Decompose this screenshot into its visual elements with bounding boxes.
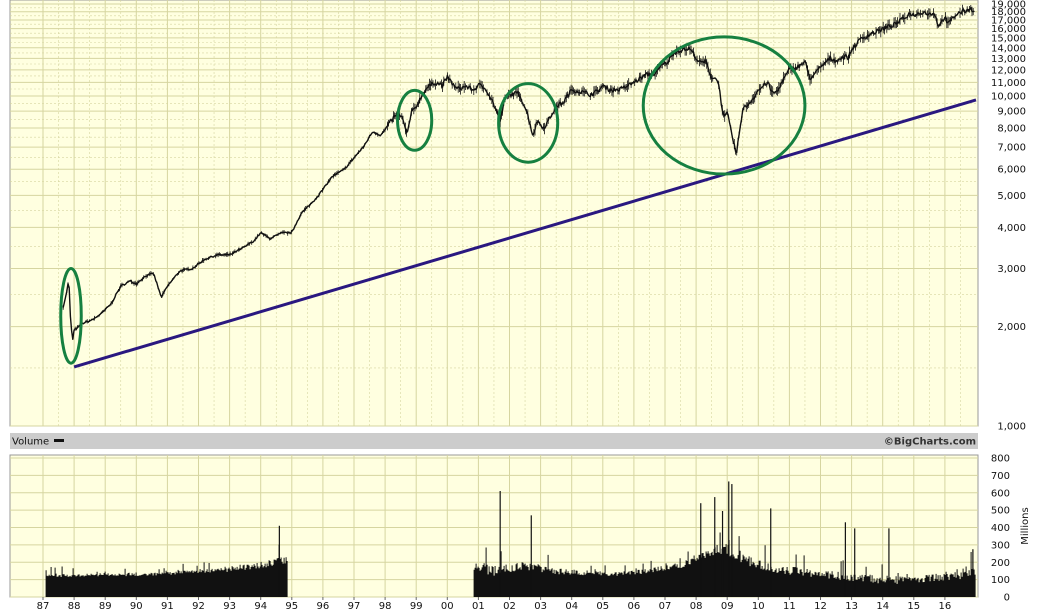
x-axis-tick-label: 96 — [317, 601, 330, 612]
volume-header-background — [10, 433, 978, 449]
price-y-tick-label: 6,000 — [997, 165, 1026, 176]
x-axis-tick-label: 11 — [783, 601, 796, 612]
price-y-tick-label: 17,000 — [991, 15, 1026, 26]
x-axis-tick-label: 89 — [99, 601, 112, 612]
volume-y-tick-label: 100 — [991, 575, 1010, 586]
highlight-ellipse — [59, 267, 83, 365]
price-gridlines — [10, 0, 978, 427]
price-y-tick-label: 4,000 — [997, 223, 1026, 234]
x-axis-tick-label: 01 — [472, 601, 485, 612]
x-axis-tick-label: 06 — [628, 601, 641, 612]
x-axis-tick-label: 92 — [192, 601, 205, 612]
volume-y-tick-label: 400 — [991, 523, 1010, 534]
highlight-ellipse — [641, 35, 807, 176]
price-y-axis: 1,000 2,000 3,000 4,000 5,000 6,000 7,000 8,000… — [991, 0, 1026, 433]
x-axis-tick-label: 87 — [37, 601, 50, 612]
volume-y-tick-label: 300 — [991, 540, 1010, 551]
x-axis-tick-label: 99 — [410, 601, 423, 612]
volume-header-bar: Volume ©BigCharts.com — [10, 433, 978, 449]
price-y-tick-label: 13,000 — [991, 54, 1026, 65]
support-trendline — [73, 98, 977, 369]
volume-y-tick-label: 600 — [991, 488, 1010, 499]
x-axis-tick-label: 02 — [503, 601, 516, 612]
x-axis-tick-label: 94 — [254, 601, 267, 612]
price-y-tick-label: 11,000 — [991, 78, 1026, 89]
price-y-tick-label: 2,000 — [997, 322, 1026, 333]
volume-y-tick-label: 200 — [991, 558, 1010, 569]
volume-plot-area — [9, 454, 979, 598]
volume-y-tick-label: 800 — [991, 454, 1010, 465]
price-y-tick-label: 5,000 — [997, 191, 1026, 202]
x-axis-tick-label: 12 — [814, 601, 827, 612]
x-axis-tick-label: 91 — [161, 601, 174, 612]
price-y-tick-label: 19,000 — [991, 0, 1026, 11]
x-axis-tick-label: 05 — [596, 601, 609, 612]
x-axis-tick-label: 13 — [845, 601, 858, 612]
price-y-tick-label: 10,000 — [991, 91, 1026, 102]
x-axis-tick-label: 16 — [939, 601, 952, 612]
highlight-ellipse — [396, 88, 434, 152]
price-y-tick-label: 12,000 — [991, 65, 1026, 76]
price-y-tick-label: 3,000 — [997, 264, 1026, 275]
price-y-tick-label: 14,000 — [991, 43, 1026, 54]
x-axis-tick-label: 95 — [285, 601, 298, 612]
volume-y-tick-label: 500 — [991, 506, 1010, 517]
x-axis-tick-label: 88 — [68, 601, 81, 612]
price-y-tick-label: 1,000 — [997, 422, 1026, 433]
x-axis-tick-label: 04 — [565, 601, 578, 612]
x-axis-tick-label: 90 — [130, 601, 143, 612]
price-series-line — [62, 6, 975, 340]
price-y-tick-label: 18,000 — [991, 7, 1026, 18]
price-y-tick-label: 9,000 — [997, 107, 1026, 118]
volume-bars — [45, 481, 976, 597]
x-axis: 87 88 89 90 91 92 93 94 95 96 97 98 99 00 01 02 03 04 05 06… — [37, 597, 952, 612]
volume-bar-series — [45, 532, 976, 597]
price-series-group — [59, 4, 977, 369]
volume-y-tick-label: 700 — [991, 471, 1010, 482]
highlight-ellipse — [497, 82, 560, 164]
x-axis-tick-label: 15 — [907, 601, 920, 612]
highlight-ellipses — [59, 35, 807, 365]
x-axis-tick-label: 08 — [690, 601, 703, 612]
price-y-tick-label: 8,000 — [997, 123, 1026, 134]
x-axis-tick-label: 97 — [348, 601, 361, 612]
x-axis-tick-label: 10 — [752, 601, 765, 612]
bigcharts-watermark: ©BigCharts.com — [884, 437, 976, 448]
volume-panel: 0 100 200 300 400 500 600 700 800 Millions — [9, 454, 1031, 604]
x-axis-tick-label: 09 — [721, 601, 734, 612]
x-axis-tick-label: 93 — [223, 601, 236, 612]
x-axis-tick-label: 00 — [441, 601, 454, 612]
x-axis-tick-label: 07 — [659, 601, 672, 612]
price-y-tick-label: 15,000 — [991, 33, 1026, 44]
price-y-tick-label: 16,000 — [991, 24, 1026, 35]
volume-y-axis: 0 100 200 300 400 500 600 700 800 — [991, 454, 1010, 604]
volume-legend-swatch — [54, 439, 64, 442]
x-axis-tick-label: 98 — [379, 601, 392, 612]
price-series-noise — [62, 4, 975, 340]
x-axis-tick-label: 14 — [876, 601, 889, 612]
volume-y-tick-label: 0 — [1004, 593, 1010, 604]
price-panel: 1,000 2,000 3,000 4,000 5,000 6,000 7,000 8,000… — [9, 0, 1026, 433]
price-y-tick-label: 7,000 — [997, 143, 1026, 154]
volume-y-axis-title: Millions — [1020, 507, 1031, 544]
x-axis-tick-label: 03 — [534, 601, 547, 612]
volume-legend-label: Volume — [12, 437, 49, 448]
